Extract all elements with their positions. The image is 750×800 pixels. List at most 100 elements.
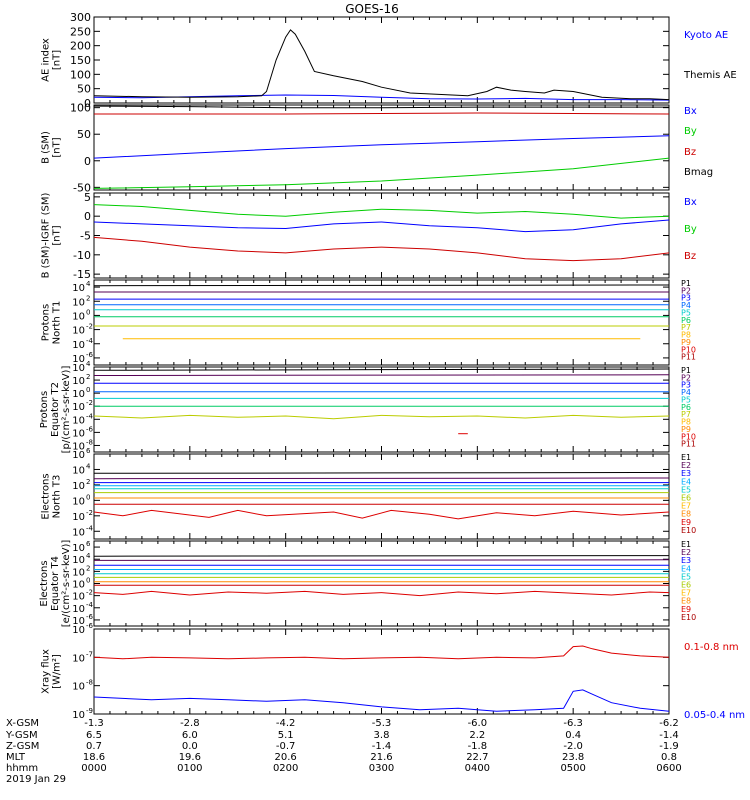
time-row-value: 18.6 bbox=[83, 752, 105, 763]
series-bz bbox=[94, 112, 670, 115]
y-tick-label: -10 bbox=[73, 249, 91, 262]
time-row-value: 6.5 bbox=[86, 730, 102, 741]
y-axis-label: Protons bbox=[39, 391, 50, 428]
legend-label: E3 bbox=[681, 556, 691, 565]
legend-label: Bz bbox=[684, 147, 696, 158]
y-tick-label: 10 bbox=[72, 354, 85, 365]
time-row-value: 5.1 bbox=[278, 730, 294, 741]
legend-label: E10 bbox=[681, 526, 696, 535]
y-tick-exponent: -6 bbox=[86, 351, 94, 359]
time-row-value: -4.2 bbox=[276, 718, 296, 729]
time-row-value: 21.6 bbox=[370, 752, 392, 763]
panel-frame bbox=[93, 192, 670, 279]
panel-frame bbox=[93, 540, 670, 627]
y-tick-label: 10 bbox=[72, 340, 85, 351]
time-row-value: -6.0 bbox=[468, 718, 488, 729]
time-row-value: -5.3 bbox=[372, 718, 392, 729]
y-tick-exponent: -6 bbox=[86, 425, 94, 433]
legend-label: P2 bbox=[681, 373, 691, 382]
panel-bsm: -50 0 50 100 B (SM) [nT] Bx By Bz Bmag bbox=[41, 102, 714, 195]
legend-label: P3 bbox=[681, 294, 691, 303]
time-row-value: 20.6 bbox=[275, 752, 297, 763]
y-tick-label: 150 bbox=[70, 54, 91, 67]
series-bx bbox=[93, 135, 670, 159]
y-axis-label: AE index bbox=[41, 38, 52, 82]
y-tick-label: 100 bbox=[70, 102, 91, 115]
time-axis: X-GSM -1.3 -2.8 -4.2 -5.3 -6.0 -6.3 -6.2 Y-GSM 6.… bbox=[5, 718, 682, 785]
legend-label: Bmag bbox=[684, 167, 713, 178]
time-row-value: 6.0 bbox=[182, 730, 198, 741]
y-axis-label: Equator T4 bbox=[50, 556, 61, 611]
panel-frame bbox=[93, 104, 670, 191]
y-tick-label: 10 bbox=[72, 592, 85, 603]
y-tick-exponent: 2 bbox=[86, 564, 90, 572]
y-tick-label: 10 bbox=[72, 527, 85, 538]
time-row-value: 0500 bbox=[560, 763, 585, 774]
panel-frame bbox=[93, 366, 670, 453]
time-row-value: -1.4 bbox=[372, 741, 392, 752]
time-row-value: 0300 bbox=[369, 763, 394, 774]
series-kyoto-ae bbox=[93, 94, 670, 101]
legend-label: E2 bbox=[681, 548, 691, 557]
y-tick-exponent: -9 bbox=[86, 707, 93, 715]
y-tick-label: 10 bbox=[72, 389, 85, 400]
y-tick-label: -50 bbox=[73, 181, 91, 194]
panel-frame bbox=[93, 453, 670, 540]
series-bz bbox=[93, 236, 670, 262]
time-row-value: -2.8 bbox=[180, 718, 200, 729]
y-axis-label: [p/(cm²-s-sr-keV)] bbox=[61, 366, 72, 454]
chart-title: GOES-16 bbox=[345, 2, 399, 16]
y-tick-label: 10 bbox=[72, 297, 85, 308]
series-p2 bbox=[93, 374, 670, 376]
series-bmag bbox=[93, 105, 669, 109]
y-axis-label: Electrons bbox=[39, 560, 50, 606]
time-row-value: 23.8 bbox=[562, 752, 584, 763]
y-axis-label: B (SM) bbox=[41, 131, 52, 164]
legend-label: E5 bbox=[681, 572, 691, 581]
time-row-value: 0000 bbox=[81, 763, 106, 774]
y-tick-label: 10 bbox=[72, 428, 85, 439]
time-row-value: -1.8 bbox=[468, 741, 488, 752]
legend-label: P7 bbox=[681, 323, 691, 332]
panel-bigrf: -15 -10 -5 0 5 B (SM)-IGRF (SM) [nT] Bx By Bz bbox=[41, 191, 697, 281]
y-axis-label: [W/m²] bbox=[52, 654, 63, 689]
series-e9 bbox=[93, 509, 670, 520]
time-row-label: Y-GSM bbox=[5, 730, 38, 741]
time-row-value: 0.8 bbox=[661, 752, 677, 763]
time-row-value: -6.2 bbox=[659, 718, 679, 729]
series-e1 bbox=[93, 472, 670, 474]
legend-label: Kyoto AE bbox=[684, 30, 728, 41]
series-e9 bbox=[93, 590, 670, 597]
y-tick-exponent: 4 bbox=[86, 462, 91, 470]
legend-label: E9 bbox=[681, 518, 691, 527]
legend-label: E6 bbox=[681, 494, 691, 503]
y-tick-exponent: 2 bbox=[86, 294, 90, 302]
y-tick-label: 10 bbox=[72, 625, 85, 636]
y-tick-label: 10 bbox=[72, 481, 85, 492]
time-row-value: -1.4 bbox=[659, 730, 679, 741]
legend-label: P4 bbox=[681, 301, 691, 310]
series-themis-ae bbox=[93, 29, 670, 101]
legend-label: P5 bbox=[681, 395, 691, 404]
y-tick-label: 100 bbox=[70, 68, 91, 81]
legend-label: E3 bbox=[681, 469, 691, 478]
y-tick-exponent: -2 bbox=[86, 399, 93, 407]
time-row-label: MLT bbox=[6, 752, 26, 763]
y-axis-label: Equator T2 bbox=[50, 382, 61, 437]
time-row-value: -1.9 bbox=[659, 741, 679, 752]
legend-label: P7 bbox=[681, 410, 691, 419]
y-tick-label: 10 bbox=[72, 512, 85, 523]
legend-label: P8 bbox=[681, 418, 691, 427]
time-row-value: 19.6 bbox=[179, 752, 201, 763]
y-tick-label: -15 bbox=[73, 268, 91, 281]
series-by bbox=[93, 157, 670, 189]
y-axis-label: Electrons bbox=[41, 473, 52, 519]
legend-label: E4 bbox=[681, 477, 691, 486]
legend-label: E5 bbox=[681, 485, 691, 494]
legend-label: E9 bbox=[681, 605, 691, 614]
